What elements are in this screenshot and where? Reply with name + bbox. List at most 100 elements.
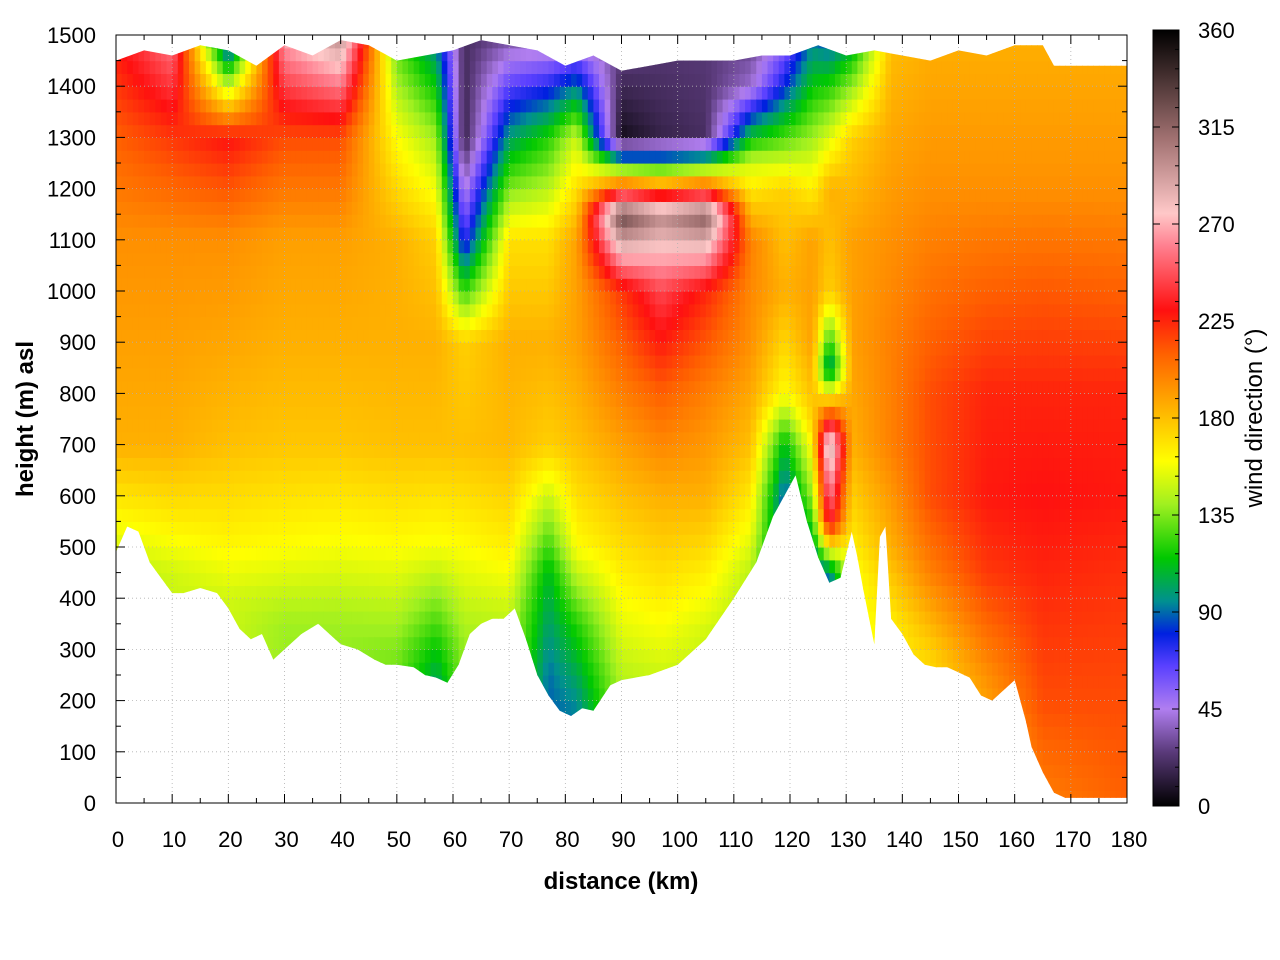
field-cell xyxy=(436,534,443,548)
field-cell xyxy=(200,278,207,292)
field-cell xyxy=(318,124,325,138)
field-cell xyxy=(537,188,544,202)
field-cell xyxy=(396,73,404,87)
field-cell xyxy=(357,60,364,74)
field-cell xyxy=(284,137,291,151)
field-cell xyxy=(492,47,499,62)
field-cell xyxy=(576,150,583,164)
field-cell xyxy=(211,316,218,330)
field-cell xyxy=(166,201,173,215)
field-cell xyxy=(481,227,488,241)
field-cell xyxy=(430,137,437,151)
field-cell xyxy=(189,163,196,177)
field-cell xyxy=(385,342,392,356)
field-cell xyxy=(323,367,331,382)
field-cell xyxy=(464,291,471,305)
field-cell xyxy=(132,291,140,305)
field-cell xyxy=(335,86,342,100)
field-cell xyxy=(149,316,156,330)
field-cell xyxy=(200,470,207,484)
field-cell xyxy=(262,111,269,126)
field-cell xyxy=(250,278,258,292)
field-cell xyxy=(565,419,572,433)
field-cell xyxy=(278,111,286,126)
field-cell xyxy=(172,278,179,292)
field-cell xyxy=(239,175,246,190)
field-cell xyxy=(290,163,297,177)
field-cell xyxy=(481,457,488,471)
field-cell xyxy=(222,508,229,522)
field-cell xyxy=(222,214,229,228)
field-cell xyxy=(576,406,583,420)
field-cell xyxy=(278,495,286,510)
field-cell xyxy=(492,431,499,446)
field-cell xyxy=(211,508,218,522)
field-cell xyxy=(391,150,398,164)
field-cell xyxy=(149,150,156,164)
field-cell xyxy=(144,342,151,356)
field-cell xyxy=(396,252,404,266)
field-cell xyxy=(132,265,140,279)
field-cell xyxy=(267,598,274,612)
field-cell xyxy=(419,342,426,356)
field-cell xyxy=(177,547,184,561)
field-cell xyxy=(430,483,437,497)
field-cell xyxy=(228,278,235,292)
field-cell xyxy=(374,124,381,138)
field-cell xyxy=(284,419,291,433)
field-cell xyxy=(250,214,258,228)
field-cell xyxy=(441,470,448,484)
field-cell xyxy=(149,521,156,535)
field-cell xyxy=(351,508,359,522)
field-cell xyxy=(217,99,224,113)
field-cell xyxy=(458,611,465,625)
field-cell xyxy=(312,188,319,202)
field-cell xyxy=(492,40,499,49)
field-cell xyxy=(402,380,409,394)
field-cell xyxy=(436,188,443,202)
field-cell xyxy=(531,252,538,266)
field-cell xyxy=(419,559,426,574)
field-cell xyxy=(363,150,370,164)
field-cell xyxy=(548,86,555,100)
field-cell xyxy=(318,495,325,510)
field-cell xyxy=(177,393,184,407)
field-cell xyxy=(340,188,347,202)
field-cell xyxy=(149,137,156,151)
field-cell xyxy=(357,124,364,138)
field-cell xyxy=(531,329,538,343)
field-cell xyxy=(278,163,286,177)
field-cell xyxy=(301,86,308,100)
field-cell xyxy=(531,291,538,305)
field-cell xyxy=(301,316,308,330)
field-cell xyxy=(469,483,477,497)
field-cell xyxy=(250,150,258,164)
field-cell xyxy=(486,367,493,382)
field-cell xyxy=(537,406,544,420)
field-cell xyxy=(357,278,364,292)
field-cell xyxy=(318,73,325,87)
field-cell xyxy=(542,265,550,279)
field-cell xyxy=(526,60,533,74)
field-cell xyxy=(559,60,566,74)
field-cell xyxy=(475,342,482,356)
field-cell xyxy=(520,47,527,62)
field-cell xyxy=(267,73,274,87)
field-cell xyxy=(520,623,527,638)
field-cell xyxy=(306,150,314,164)
field-cell xyxy=(211,227,218,241)
field-cell xyxy=(205,60,213,74)
field-cell xyxy=(177,265,184,279)
field-cell xyxy=(385,201,392,215)
field-cell xyxy=(391,303,398,318)
field-cell xyxy=(542,393,550,407)
field-cell xyxy=(177,137,184,151)
field-cell xyxy=(228,508,235,522)
field-cell xyxy=(531,611,538,625)
field-cell xyxy=(514,111,521,126)
field-cell xyxy=(149,303,156,318)
field-cell xyxy=(520,521,527,535)
field-cell xyxy=(520,483,527,497)
field-cell xyxy=(357,367,364,382)
field-cell xyxy=(278,457,286,471)
